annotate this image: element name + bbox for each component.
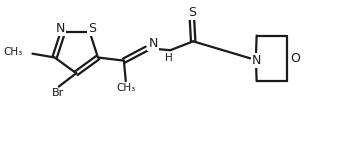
- Text: Br: Br: [52, 88, 64, 98]
- Text: N: N: [252, 54, 261, 67]
- Text: H: H: [165, 53, 173, 63]
- Text: O: O: [290, 52, 300, 65]
- Text: S: S: [88, 22, 96, 35]
- Text: CH₃: CH₃: [116, 83, 135, 93]
- Text: N: N: [148, 37, 158, 50]
- Text: S: S: [188, 6, 196, 19]
- Text: CH₃: CH₃: [4, 47, 23, 57]
- Text: N: N: [56, 22, 65, 35]
